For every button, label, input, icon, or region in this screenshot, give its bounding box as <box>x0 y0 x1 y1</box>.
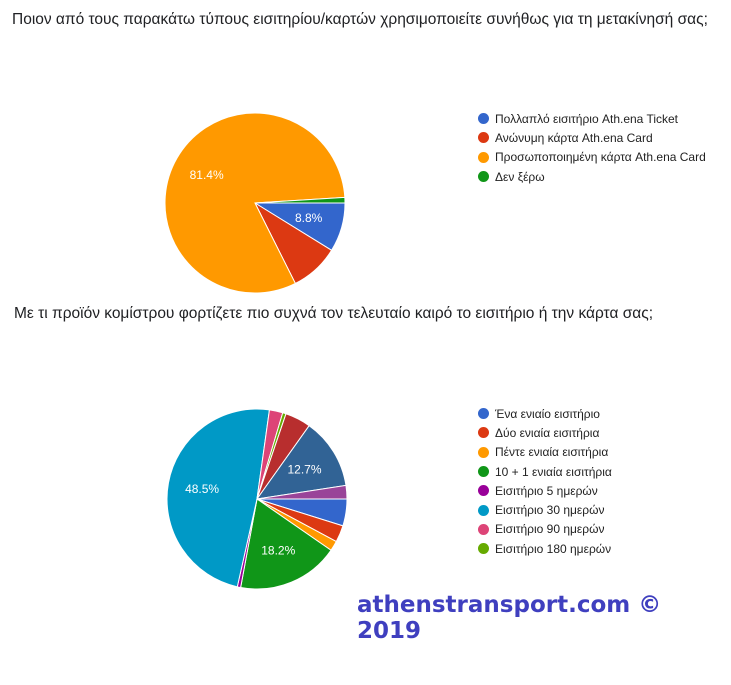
pie-slice <box>164 112 346 294</box>
watermark: athenstransport.com © 2019 <box>357 592 662 644</box>
legend-label: Δεν ξέρω <box>495 169 545 184</box>
legend-item: Εισιτήριο 180 ημερών <box>478 539 612 558</box>
legend-label: Πέντε ενιαία εισιτήρια <box>495 445 609 460</box>
legend-swatch <box>478 446 489 458</box>
legend-swatch <box>478 466 489 478</box>
legend-item: Εισιτήριο 5 ημερών <box>478 481 612 500</box>
legend-swatch <box>478 113 489 125</box>
slice-label: 48.5% <box>185 482 219 496</box>
legend-label: Δύο ενιαία εισιτήρια <box>495 425 600 440</box>
legend-item: Δύο ενιαία εισιτήρια <box>478 423 612 442</box>
legend-label: Εισιτήριο 30 ημερών <box>495 503 605 518</box>
legend-label: Εισιτήριο 90 ημερών <box>495 522 605 537</box>
legend-swatch <box>478 523 489 535</box>
legend-swatch <box>478 543 489 555</box>
legend-item: Πέντε ενιαία εισιτήρια <box>478 443 612 462</box>
legend-swatch <box>478 427 489 439</box>
legend-item: Ανώνυμη κάρτα Ath.ena Card <box>478 128 706 147</box>
pie-slice <box>240 498 332 590</box>
legend-item: 10 + 1 ενιαία εισιτήρια <box>478 462 612 481</box>
question-2-title: Με τι προϊόν κομίστρου φορτίζετε πιο συχ… <box>14 305 654 322</box>
legend-item: Εισιτήριο 30 ημερών <box>478 500 612 519</box>
legend-1: Πολλαπλό εισιτήριο Ath.ena Ticket Ανώνυμη… <box>478 109 706 186</box>
slice-label: 18.2% <box>261 544 295 558</box>
legend-label: Εισιτήριο 5 ημερών <box>495 483 598 498</box>
legend-label: Ένα ενιαίο εισιτήριο <box>495 406 600 421</box>
question-1-title: Ποιον από τους παρακάτω τύπους εισιτηρίο… <box>12 11 708 28</box>
legend-item: Εισιτήριο 90 ημερών <box>478 520 612 539</box>
legend-swatch <box>478 132 489 144</box>
pie-slice <box>255 424 347 500</box>
pie-slice <box>254 196 346 204</box>
legend-label: Πολλαπλό εισιτήριο Ath.ena Ticket <box>495 111 679 126</box>
pie-slice <box>256 484 348 500</box>
legend-label: 10 + 1 ενιαία εισιτήρια <box>495 464 612 479</box>
pie-slice <box>166 408 271 588</box>
slice-label: 12.7% <box>287 463 321 477</box>
slice-label: 8.8% <box>295 211 323 225</box>
legend-2: Ένα ενιαίο εισιτήριο Δύο ενιαία εισιτήρια… <box>478 404 612 558</box>
legend-item: Ένα ενιαίο εισιτήριο <box>478 404 612 423</box>
legend-label: Εισιτήριο 180 ημερών <box>495 541 612 556</box>
legend-swatch <box>478 485 489 497</box>
legend-item: Δεν ξέρω <box>478 167 706 186</box>
legend-swatch <box>478 504 489 516</box>
legend-swatch <box>478 151 489 163</box>
pie-chart-1: 8.8% 81.4% <box>164 112 346 294</box>
slice-label: 81.4% <box>190 168 224 182</box>
legend-label: Προσωποποιημένη κάρτα Ath.ena Card <box>495 150 706 165</box>
legend-swatch <box>478 171 489 183</box>
pie-chart-2: 18.2% 48.5% 12.7% <box>166 408 348 590</box>
legend-label: Ανώνυμη κάρτα Ath.ena Card <box>495 130 653 145</box>
legend-item: Πολλαπλό εισιτήριο Ath.ena Ticket <box>478 109 706 128</box>
legend-item: Προσωποποιημένη κάρτα Ath.ena Card <box>478 148 706 167</box>
legend-swatch <box>478 408 489 420</box>
